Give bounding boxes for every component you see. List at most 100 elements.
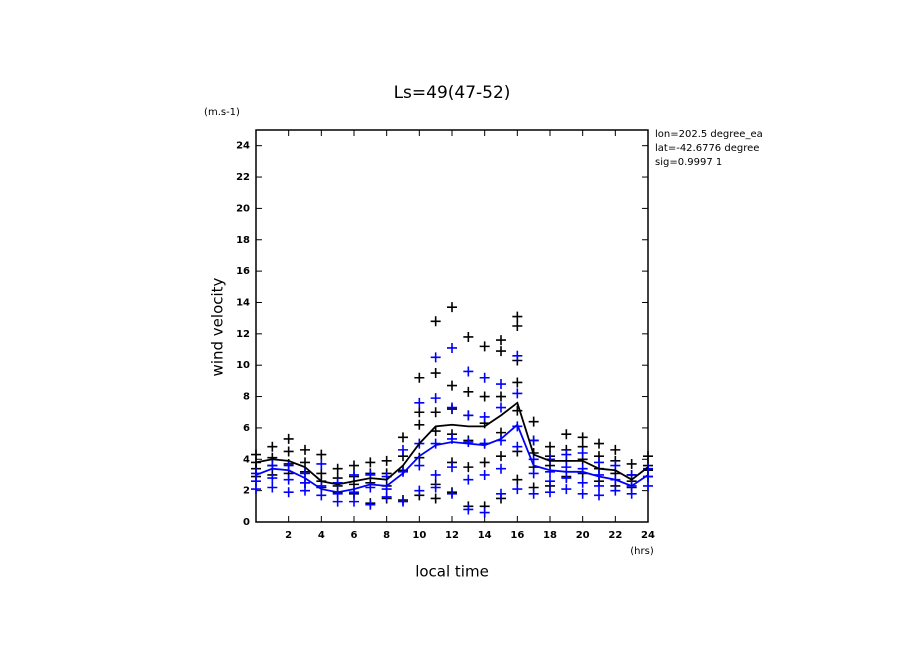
point: [626, 488, 637, 499]
point: [496, 335, 506, 346]
point: [414, 419, 425, 430]
point: [430, 368, 441, 379]
point: [496, 346, 506, 357]
x-tick-label: 16: [510, 530, 524, 541]
y-axis-label: wind velocity: [209, 277, 227, 376]
point: [430, 482, 441, 493]
y-tick-label: 10: [236, 360, 250, 371]
x-tick-label: 24: [641, 530, 655, 541]
point: [610, 444, 621, 455]
point: [349, 496, 359, 507]
point: [398, 496, 408, 507]
line: [255, 423, 649, 494]
x-tick-label: 20: [576, 530, 590, 541]
x-tick-label: 10: [412, 530, 426, 541]
point: [496, 451, 506, 462]
point: [594, 480, 604, 491]
point: [479, 372, 490, 383]
point: [496, 488, 506, 499]
point: [365, 499, 376, 510]
point: [349, 460, 359, 471]
point: [447, 488, 457, 499]
point: [430, 493, 441, 504]
point: [626, 469, 637, 480]
point: [496, 402, 506, 413]
point: [577, 448, 588, 459]
point: [447, 380, 457, 391]
point: [447, 302, 457, 313]
point: [512, 388, 523, 399]
point: [610, 485, 621, 496]
point: [283, 460, 294, 471]
point: [447, 342, 457, 353]
point: [300, 485, 310, 496]
point: [300, 468, 310, 479]
point: [414, 485, 425, 496]
point: [496, 379, 506, 390]
x-tick-label: 8: [383, 530, 390, 541]
point: [332, 477, 343, 488]
point: [398, 432, 408, 443]
point: [251, 484, 261, 495]
y-tick-label: 8: [243, 392, 250, 403]
x-axis-label: local time: [415, 563, 489, 581]
point: [512, 350, 523, 361]
point: [316, 458, 327, 469]
point: [496, 463, 506, 474]
point: [283, 446, 294, 457]
point: [561, 449, 572, 460]
y-tick-label: 24: [236, 141, 250, 152]
point: [496, 391, 506, 402]
point: [430, 352, 441, 363]
point: [300, 457, 310, 468]
point: [545, 476, 555, 487]
point: [528, 488, 539, 499]
x-unit: (hrs): [630, 546, 654, 557]
point: [414, 407, 425, 418]
point: [479, 391, 490, 402]
x-tick-label: 22: [608, 530, 622, 541]
point: [626, 458, 637, 469]
point: [267, 441, 278, 452]
point: [512, 484, 523, 495]
point: [414, 460, 425, 471]
point: [365, 457, 376, 468]
point: [447, 402, 457, 413]
x-tick-label: 18: [543, 530, 557, 541]
point: [316, 449, 327, 460]
point: [479, 457, 490, 468]
annotation: sig=0.9997 1: [655, 157, 722, 168]
point: [643, 451, 653, 462]
point: [430, 469, 441, 480]
point: [267, 473, 278, 484]
point: [283, 487, 294, 498]
x-tick-label: 4: [318, 530, 325, 541]
x-tick-label: 6: [351, 530, 358, 541]
point: [479, 411, 490, 422]
point: [349, 469, 359, 480]
point: [430, 438, 441, 449]
x-tick-label: 12: [445, 530, 459, 541]
point: [577, 488, 588, 499]
y-tick-label: 12: [236, 329, 250, 340]
annotations: lon=202.5 degree_ea lat=-42.6776 degree …: [655, 129, 763, 168]
point: [594, 490, 604, 501]
annotation: lat=-42.6776 degree: [655, 143, 759, 154]
point: [430, 407, 441, 418]
point: [512, 474, 523, 485]
point: [463, 366, 474, 377]
point: [463, 462, 474, 473]
point: [594, 457, 604, 468]
point: [283, 474, 294, 485]
point: [283, 433, 294, 444]
point: [463, 410, 474, 421]
y-unit: (m.s-1): [204, 107, 240, 118]
point: [463, 474, 474, 485]
point: [528, 416, 539, 427]
point: [398, 466, 408, 477]
x-tick-label: 14: [478, 530, 492, 541]
y-tick-label: 2: [243, 486, 250, 497]
point: [479, 341, 490, 352]
point: [479, 469, 490, 480]
